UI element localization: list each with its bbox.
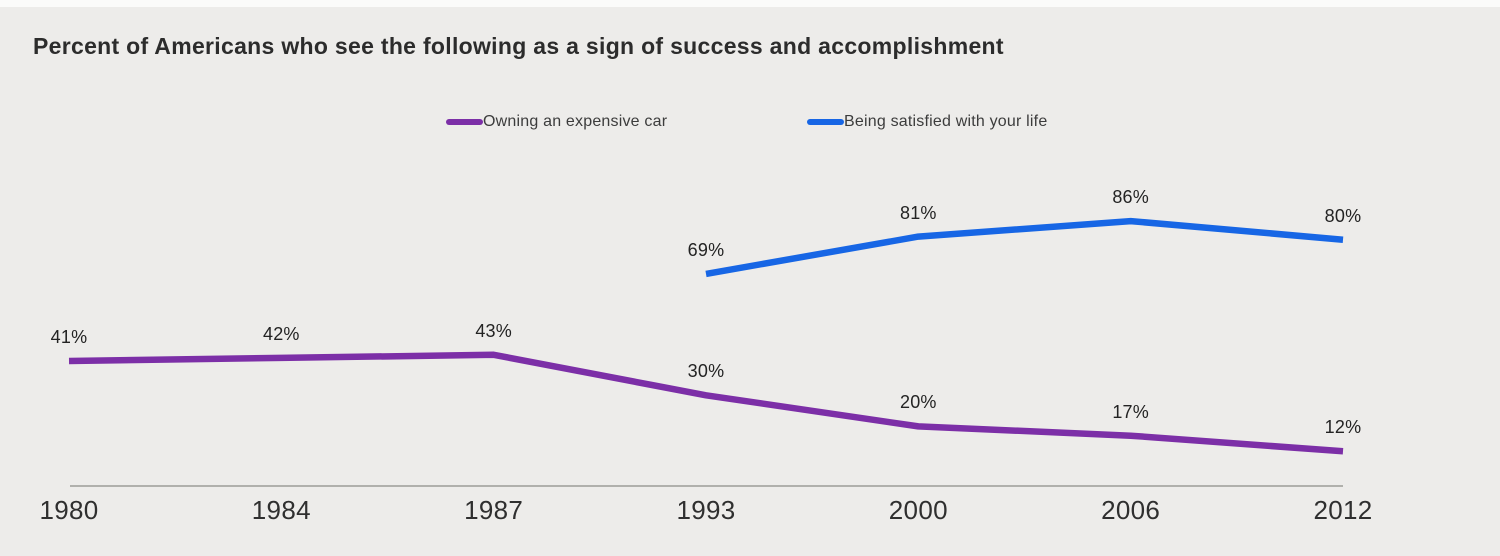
x-axis-tick-label: 1980: [39, 495, 99, 525]
x-axis-tick-label: 2000: [888, 495, 948, 525]
x-axis-tick-label: 1987: [464, 495, 524, 525]
data-label: 86%: [1112, 187, 1149, 208]
legend-label: Being satisfied with your life: [844, 113, 1048, 130]
x-axis-tick-label: 1984: [251, 495, 311, 525]
data-label: 80%: [1324, 205, 1362, 226]
data-label: 41%: [50, 327, 88, 348]
top-strip: [0, 0, 1500, 7]
legend-label: Owning an expensive car: [483, 113, 668, 130]
data-label: 20%: [900, 392, 937, 413]
legend: Owning an expensive car Being satisfied …: [0, 110, 1500, 134]
x-axis-tick-label: 2006: [1101, 495, 1161, 525]
data-label: 69%: [687, 239, 725, 260]
x-axis-tick-label: 2012: [1313, 495, 1373, 525]
data-label: 81%: [900, 202, 937, 223]
legend-item-life-satisfaction: Being satisfied with your life: [807, 110, 1047, 134]
x-axis-tick-label: 1993: [676, 495, 736, 525]
chart-title: Percent of Americans who see the followi…: [33, 33, 1004, 59]
series-line-being-satisfied-with-your-life: [705, 217, 1344, 278]
data-label: 17%: [1112, 401, 1149, 422]
legend-swatch-purple-icon: [446, 119, 483, 125]
legend-swatch-blue-icon: [807, 119, 844, 125]
data-label: 30%: [687, 361, 725, 382]
data-label: 43%: [475, 320, 512, 341]
series-line-owning-an-expensive-car: [68, 351, 1344, 455]
data-label: 12%: [1324, 417, 1362, 438]
legend-item-expensive-car: Owning an expensive car: [446, 110, 667, 134]
data-label: 42%: [263, 323, 300, 344]
